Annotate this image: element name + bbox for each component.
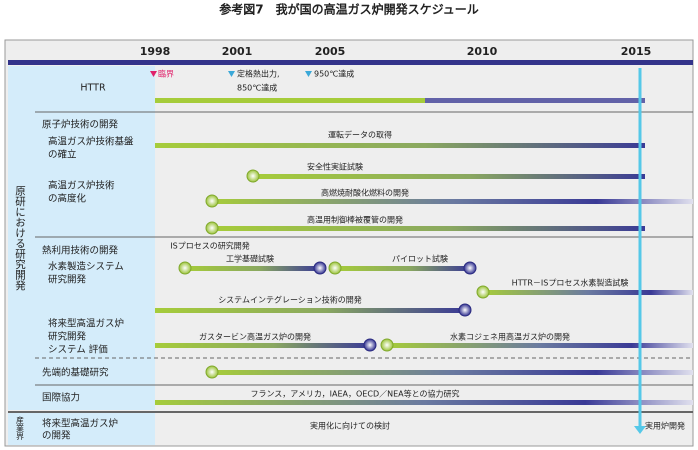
bar <box>155 143 645 148</box>
row-label: 高温ガス炉技術 <box>48 180 115 192</box>
year: 2015 <box>621 45 652 58</box>
node-circle <box>313 261 327 275</box>
milestone: 850℃達成 <box>237 83 277 93</box>
task-label: 実用炉開発 <box>645 421 685 431</box>
year: 2001 <box>222 45 253 58</box>
section-label: 原研における研究開発 <box>14 186 26 292</box>
task-label: システムインテグレーション技術の開発 <box>218 295 362 305</box>
milestone: 定格熱出力, <box>237 69 280 79</box>
milestone-icon <box>150 71 157 77</box>
node-circle <box>178 261 192 275</box>
node-circle <box>458 303 472 317</box>
row-label: の確立 <box>48 149 77 161</box>
row-label: 熱利用技術の開発 <box>42 245 119 257</box>
bar <box>155 308 465 313</box>
task-label: 水素コジェネ用高温ガス炉の開発 <box>450 332 570 342</box>
task-label: 安全性実証試験 <box>307 162 363 172</box>
milestone-icon <box>305 71 312 77</box>
row-label: 水素製造システム <box>48 261 124 273</box>
row-col <box>35 413 155 445</box>
task-label: 高温用制御棒被覆管の開発 <box>307 215 403 225</box>
arrow <box>634 426 646 434</box>
task-label: ISプロセスの研究開発 <box>170 241 249 251</box>
milestone: 臨界 <box>158 69 174 79</box>
row-label: 先端的基礎研究 <box>42 367 109 379</box>
separators <box>8 111 693 413</box>
row-label: の高度化 <box>48 193 87 205</box>
row-label: 高温ガス炉技術基盤 <box>48 136 134 148</box>
task-label: 運転データの取得 <box>328 130 392 140</box>
node-circle <box>328 261 342 275</box>
task-label: 工学基礎試験 <box>226 254 274 264</box>
row-label: 研究開発 <box>48 274 87 286</box>
bar <box>253 174 645 179</box>
row-col <box>35 66 155 410</box>
task-label: 実用化に向けての検討 <box>310 421 390 431</box>
bar <box>483 290 693 295</box>
title: 参考図7 我が国の高温ガス炉開発スケジュール <box>219 2 479 17</box>
timeline <box>8 60 693 65</box>
node-circle <box>246 169 260 183</box>
bar <box>155 400 693 405</box>
section-col <box>8 413 35 445</box>
node-circle <box>205 194 219 208</box>
year: 1998 <box>140 45 171 58</box>
bar <box>212 226 645 231</box>
milestone-icon <box>228 71 235 77</box>
task-label: 高燃焼耐酸化燃料の開発 <box>321 188 409 198</box>
bar <box>335 266 470 271</box>
row-label: の開発 <box>42 430 71 442</box>
node-circle <box>205 365 219 379</box>
row-label: 将来型高温ガス炉 <box>42 418 118 430</box>
year: 2005 <box>315 45 346 58</box>
row-label: 研究開発 <box>48 331 87 343</box>
node-circle <box>476 285 490 299</box>
row-label: システム 評価 <box>48 344 108 356</box>
row-label: 国際協力 <box>42 392 80 404</box>
task-label: ガスタービン高温ガス炉の開発 <box>199 332 311 342</box>
bar <box>387 343 693 348</box>
task-label: フランス，アメリカ，IAEA，OECD／NEA等との協力研究 <box>250 389 459 399</box>
bar <box>212 370 693 375</box>
section-col <box>8 66 35 410</box>
section-label: 産業界 <box>16 415 25 441</box>
milestone: 950℃達成 <box>314 69 354 79</box>
task-label: HTTR－ISプロセス水素製造試験 <box>512 278 629 288</box>
bar <box>212 199 693 204</box>
row-label: HTTR <box>80 83 106 94</box>
task-label: パイロット試験 <box>392 254 448 264</box>
node-circle <box>205 221 219 235</box>
node-circle <box>363 338 377 352</box>
year: 2010 <box>467 45 498 58</box>
bar <box>155 98 425 103</box>
node-circle <box>380 338 394 352</box>
node-circle <box>463 261 477 275</box>
row-label: 将来型高温ガス炉 <box>48 318 124 330</box>
row-label: 原子炉技術の開発 <box>42 119 119 131</box>
bar <box>155 343 370 348</box>
bar <box>425 98 645 103</box>
bar <box>185 266 320 271</box>
